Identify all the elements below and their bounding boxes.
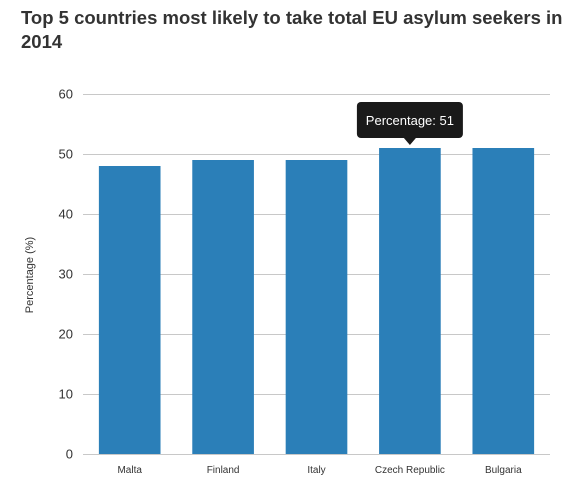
y-tick-label: 20 bbox=[59, 327, 73, 342]
x-tick-label: Bulgaria bbox=[485, 465, 522, 476]
tooltip-box bbox=[356, 102, 463, 138]
y-tick-label: 10 bbox=[59, 387, 73, 402]
y-tick-label: 60 bbox=[59, 87, 73, 102]
x-tick-label: Italy bbox=[307, 465, 325, 476]
gridlines bbox=[83, 94, 550, 455]
chart-title: Top 5 countries most likely to take tota… bbox=[21, 7, 563, 52]
y-axis-ticks: 0 10 20 30 40 50 60 bbox=[59, 87, 73, 462]
y-tick-label: 0 bbox=[66, 447, 73, 462]
x-tick-label: Finland bbox=[207, 465, 240, 476]
x-tick-label: Czech Republic bbox=[375, 465, 445, 476]
x-axis-labels: Malta Finland Italy Czech Republic Bulgaria bbox=[117, 465, 522, 476]
bar-bulgaria[interactable] bbox=[472, 148, 535, 454]
bar-italy[interactable] bbox=[285, 160, 348, 454]
y-tick-label: 30 bbox=[59, 267, 73, 282]
bars[interactable] bbox=[98, 148, 535, 454]
y-tick-label: 40 bbox=[59, 207, 73, 222]
y-axis-title: Percentage (%) bbox=[24, 237, 36, 313]
bar-czech-republic[interactable] bbox=[379, 148, 441, 454]
tooltip: Percentage: 51 bbox=[356, 102, 463, 145]
bar-malta[interactable] bbox=[98, 166, 161, 454]
bar-finland[interactable] bbox=[192, 160, 254, 454]
tooltip-text: Percentage: 51 bbox=[366, 113, 454, 128]
x-tick-label: Malta bbox=[117, 465, 142, 476]
y-tick-label: 50 bbox=[59, 147, 73, 162]
tooltip-pointer bbox=[403, 138, 416, 145]
